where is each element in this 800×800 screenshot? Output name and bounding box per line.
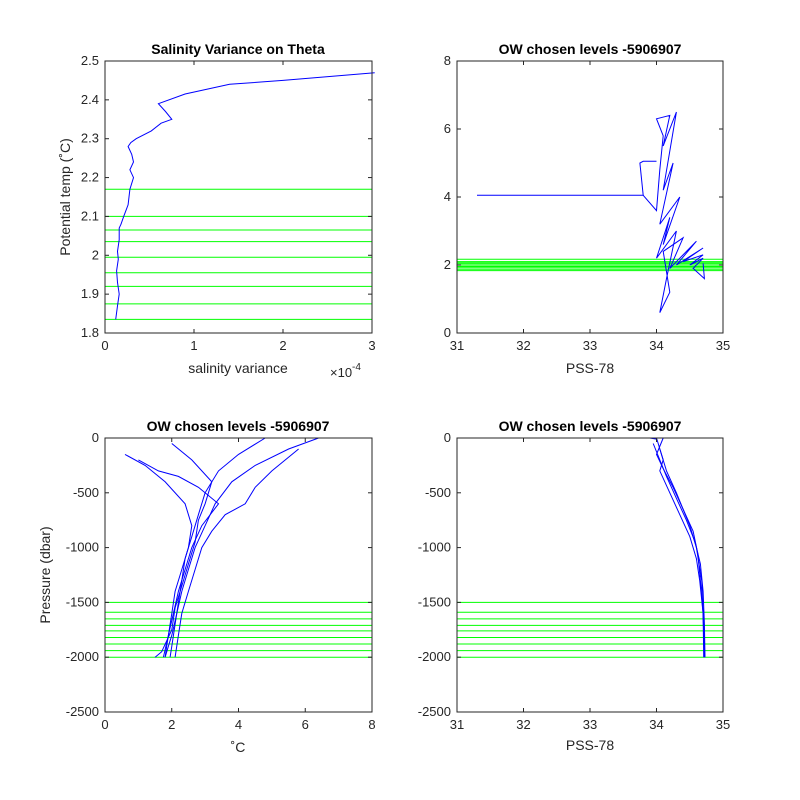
- y-axis-label: Potential temp (˚C): [57, 138, 73, 255]
- series-line: [164, 437, 319, 658]
- x-tick-label: 34: [649, 338, 663, 353]
- x-tick-label: 31: [450, 717, 464, 732]
- x-tick-label: 0: [101, 717, 108, 732]
- x-tick-label: 2: [279, 338, 286, 353]
- x-axis-label: salinity variance: [188, 360, 288, 376]
- y-tick-label: -1000: [66, 540, 99, 555]
- y-tick-label: 0: [444, 430, 451, 445]
- series-line: [115, 72, 375, 320]
- x-tick-label: 32: [516, 717, 530, 732]
- y-tick-label: 6: [444, 121, 451, 136]
- series-line: [138, 459, 220, 658]
- y-tick-label: -1500: [418, 594, 451, 609]
- y-tick-label: -1000: [418, 540, 451, 555]
- y-tick-label: 0: [92, 430, 99, 445]
- x-tick-label: 3: [368, 338, 375, 353]
- x-tick-label: 6: [302, 717, 309, 732]
- series-line: [169, 437, 266, 658]
- series-line: [656, 437, 705, 658]
- y-tick-label: 2.4: [81, 92, 99, 107]
- plot-area: 31 32 33 34 35 0 2 4 6 8: [444, 53, 730, 353]
- y-tick-label: -2000: [66, 649, 99, 664]
- axes-box: [456, 60, 724, 334]
- x-tick-label: 1: [190, 338, 197, 353]
- x-tick-label: 35: [716, 717, 730, 732]
- y-tick-label: -500: [425, 485, 451, 500]
- y-tick-label: -500: [73, 485, 99, 500]
- x-tick-label: 33: [583, 717, 597, 732]
- panel-theta-salinity: OW chosen levels -5906907 31 32 33 34 35 0 2 4 6…: [444, 41, 730, 376]
- y-tick-label: 0: [444, 325, 451, 340]
- x-tick-label: 32: [516, 338, 530, 353]
- x-tick-label: 2: [168, 717, 175, 732]
- series-line: [659, 448, 705, 658]
- x-axis-label: PSS-78: [566, 360, 614, 376]
- chart-title: Salinity Variance on Theta: [151, 41, 325, 57]
- y-tick-label: -2000: [418, 649, 451, 664]
- y-tick-label: 2.1: [81, 208, 99, 223]
- y-tick-label: 2.5: [81, 53, 99, 68]
- y-tick-label: 2: [444, 257, 451, 272]
- x-tick-label: 33: [583, 338, 597, 353]
- series-line: [652, 443, 706, 658]
- y-tick-label: 8: [444, 53, 451, 68]
- y-tick-label: -2500: [418, 704, 451, 719]
- x-tick-label: 8: [368, 717, 375, 732]
- y-tick-label: 2.2: [81, 170, 99, 185]
- x-tick-label: 31: [450, 338, 464, 353]
- panel-salinity-variance: Salinity Variance on Theta 0 1 2 3 1.8 1.9 2 2.…: [57, 41, 376, 380]
- plot-area: 31 32 33 34 35 -2500 -2000 -1500 -1000 -500 0: [418, 430, 730, 732]
- plot-area: 0 1 2 3 1.8 1.9 2 2.1 2.2 2.3 2.4 2.5: [81, 53, 376, 353]
- series-line: [655, 437, 705, 658]
- y-tick-label: 1.8: [81, 325, 99, 340]
- chart-title: OW chosen levels -5906907: [147, 418, 330, 434]
- series-line: [124, 453, 193, 658]
- axes-box: [104, 60, 373, 334]
- x-tick-label: 4: [235, 717, 242, 732]
- x-exponent: -4: [352, 362, 361, 373]
- y-axis-label: Pressure (dbar): [37, 526, 53, 623]
- chart-title: OW chosen levels -5906907: [499, 418, 682, 434]
- y-tick-label: -2500: [66, 704, 99, 719]
- y-tick-label: 1.9: [81, 286, 99, 301]
- x-tick-label: 34: [649, 717, 663, 732]
- y-tick-label: 2.3: [81, 131, 99, 146]
- chart-title: OW chosen levels -5906907: [499, 41, 682, 57]
- y-tick-label: 2: [92, 247, 99, 262]
- plot-area: 0 2 4 6 8 -2500 -2000 -1500 -1000 -500 0: [66, 430, 376, 732]
- series-line: [477, 160, 657, 196]
- x-axis-label: PSS-78: [566, 737, 614, 753]
- series-line: [154, 443, 213, 658]
- y-tick-label: -1500: [66, 594, 99, 609]
- x-tick-label: 35: [716, 338, 730, 353]
- axes-box: [104, 437, 373, 713]
- series-line: [174, 448, 299, 658]
- panel-pressure-temperature: OW chosen levels -5906907 0 2 4 6 8 -2500 -200…: [37, 418, 376, 755]
- series-line: [642, 111, 706, 313]
- x-tick-label: 0: [101, 338, 108, 353]
- y-tick-label: 4: [444, 189, 451, 204]
- x-axis-label: ˚C: [231, 739, 246, 755]
- panel-pressure-salinity: OW chosen levels -5906907 31 32 33 34 35 -250…: [418, 418, 730, 753]
- axes-box: [456, 437, 724, 713]
- x-exponent-base: ×10: [330, 365, 352, 380]
